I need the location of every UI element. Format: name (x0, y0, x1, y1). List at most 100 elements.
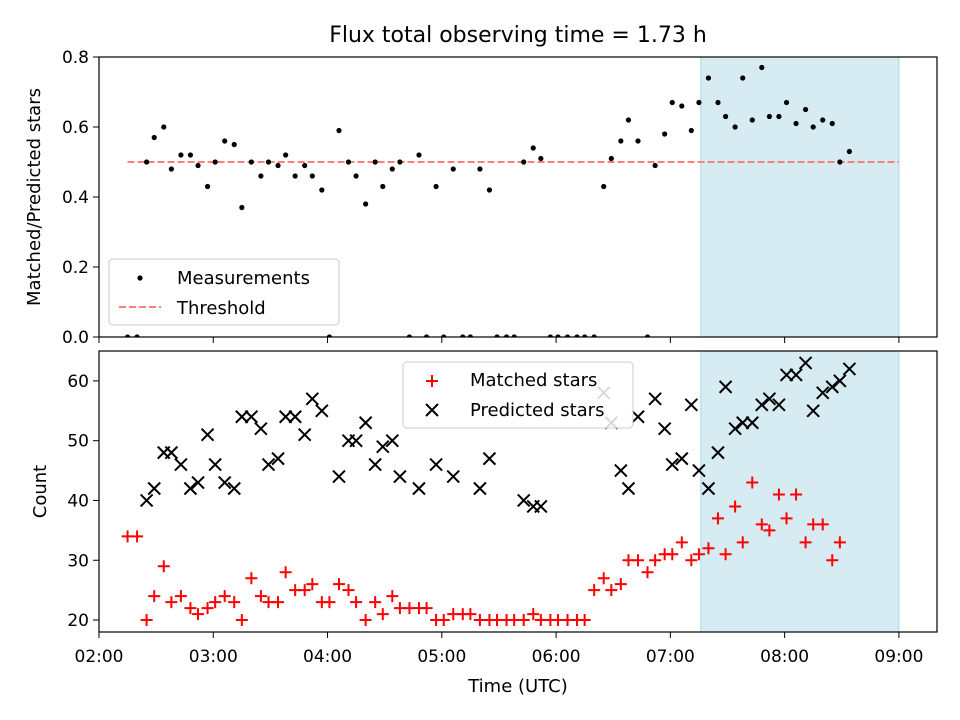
matched-stars-point (763, 524, 776, 537)
predicted-stars-point (446, 469, 460, 484)
measurement-point (810, 124, 816, 130)
measurement-point (530, 145, 536, 151)
predicted-stars-point (728, 422, 742, 436)
measurement-point (783, 99, 790, 106)
highlight-band (700, 56, 900, 338)
predicted-stars-point (164, 445, 179, 460)
predicted-stars-point (227, 481, 241, 496)
matched-stars-point (799, 536, 812, 549)
y-tick-label: 0.0 (62, 328, 89, 348)
predicted-stars-point (244, 410, 259, 424)
legend-predicted-marker (425, 403, 439, 417)
measurement-point (161, 124, 167, 130)
legend-box (108, 258, 340, 326)
matched-stars-point (736, 536, 749, 549)
measurement-point (204, 183, 211, 190)
predicted-stars-point (842, 362, 857, 376)
measurement-point (608, 155, 614, 162)
measurement-point (820, 117, 826, 123)
predicted-stars-point (517, 493, 531, 508)
measurement-point (406, 334, 413, 337)
measurement-point (696, 99, 702, 106)
matched-stars-point (298, 584, 311, 597)
figure-title: Flux total observing time = 1.73 h (329, 23, 707, 48)
predicted-stars-point (358, 416, 373, 430)
data-points (121, 356, 857, 627)
predicted-stars-point (762, 392, 777, 406)
measurement-point (326, 334, 333, 337)
legend-measurements-label: Measurements (177, 268, 310, 289)
measurement-point (776, 113, 782, 120)
measurement-point (705, 75, 712, 81)
x-tick-label: 04:00 (303, 647, 352, 667)
matched-stars-point (649, 554, 662, 567)
axes-frame (98, 350, 938, 633)
measurement-point (239, 204, 245, 211)
matched-stars-point (192, 608, 205, 621)
matched-stars-point (826, 554, 839, 567)
legend-predicted-label: Predicted stars (470, 400, 604, 421)
matched-stars-point (755, 518, 768, 531)
matched-stars-point (666, 548, 679, 561)
matched-stars-point (131, 530, 144, 543)
predicted-stars-point (376, 439, 390, 454)
y-tick-label: 0.2 (62, 258, 89, 278)
predicted-stars-point (412, 481, 426, 496)
predicted-stars-point (772, 398, 786, 412)
predicted-stars-point (297, 427, 312, 442)
measurement-point (397, 159, 403, 165)
predicted-stars-point (305, 392, 320, 406)
predicted-stars-point (147, 481, 161, 496)
matched-stars-point (245, 572, 258, 585)
predicted-stars-point (332, 469, 346, 484)
legend: Measurements Threshold (108, 258, 340, 326)
predicted-stars-point (825, 380, 839, 394)
legend-threshold-label: Threshold (176, 298, 266, 319)
measurement-point (309, 173, 315, 179)
measurement-point (336, 127, 342, 134)
predicted-stars-point (621, 481, 636, 496)
measurement-point (732, 124, 738, 130)
measurement-point (283, 152, 289, 158)
top-panel-ratio-plot: 0.0 0.2 0.4 0.6 0.8 Matched/Predicted stars Me… (24, 48, 938, 348)
legend-measurement-marker (137, 275, 143, 281)
predicted-stars-point (833, 374, 847, 388)
matched-stars-point (517, 614, 530, 627)
measurement-point (353, 173, 359, 179)
matched-stars-point (719, 548, 732, 561)
predicted-stars-point (174, 457, 188, 472)
matched-stars-point (201, 602, 214, 615)
measurement-point (503, 334, 510, 337)
matched-stars-point (342, 584, 355, 597)
matched-stars-point (332, 578, 345, 591)
measurement-point (635, 138, 641, 144)
predicted-stars-point (393, 469, 407, 484)
measurement-point (749, 117, 755, 123)
predicted-stars-point (614, 463, 628, 478)
measurement-point (460, 334, 466, 337)
measurement-point (669, 99, 675, 106)
measurement-point (521, 159, 527, 165)
measurement-point (178, 152, 184, 158)
matched-stars-point (254, 590, 267, 603)
y-axis-label: Count (30, 465, 51, 518)
matched-stars-point (140, 614, 153, 627)
matched-stars-point (464, 608, 477, 621)
predicted-stars-point (261, 457, 276, 472)
matched-stars-point (376, 608, 389, 621)
predicted-stars-point (755, 398, 769, 412)
matched-stars-point (685, 554, 698, 567)
measurement-point (195, 162, 201, 169)
predicted-stars-point (789, 368, 803, 382)
matched-stars-point (279, 566, 292, 579)
legend-matched-label: Matched stars (470, 370, 597, 391)
predicted-stars-point (631, 410, 645, 424)
matched-stars-point (780, 512, 793, 525)
measurement-point (679, 103, 685, 109)
x-tick-label: 05:00 (417, 647, 466, 667)
measurement-point (846, 148, 852, 155)
measurement-point (345, 159, 352, 165)
measurement-point (477, 166, 483, 172)
measurement-point (187, 152, 194, 158)
